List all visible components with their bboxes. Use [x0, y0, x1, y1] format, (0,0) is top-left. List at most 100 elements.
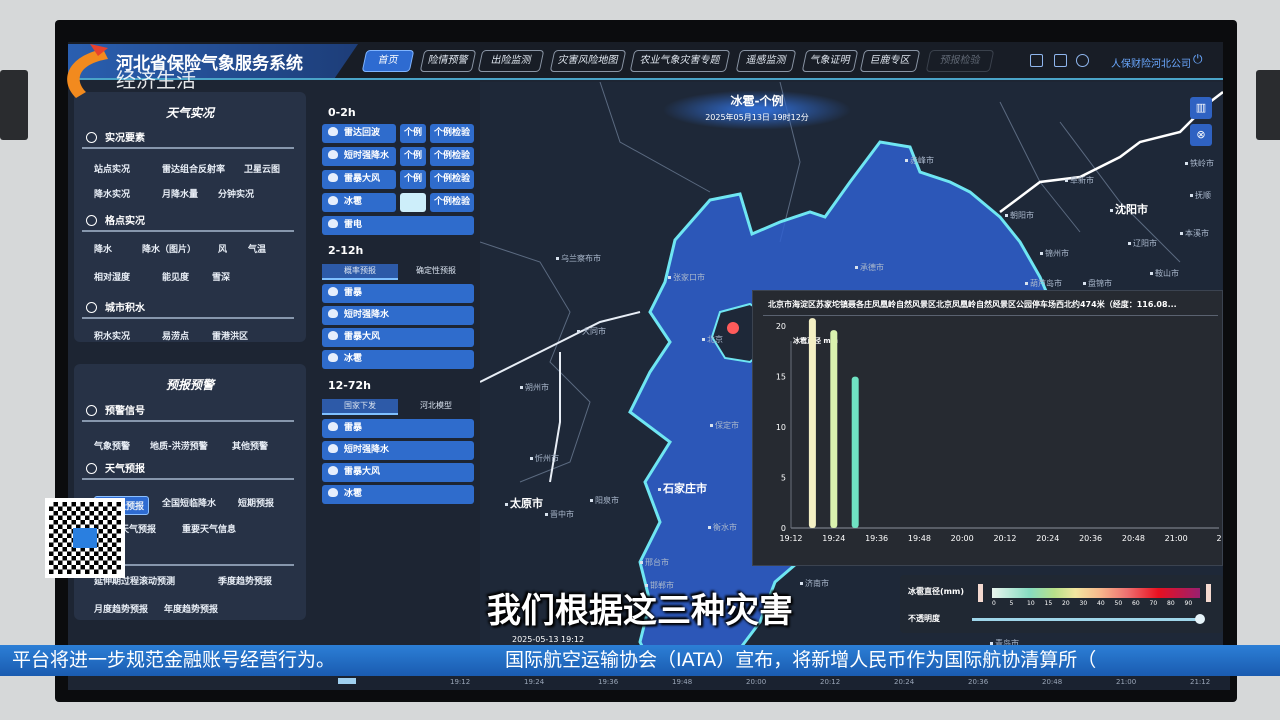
case-button[interactable]: 个例	[400, 193, 426, 212]
opacity-slider[interactable]	[972, 618, 1200, 621]
opacity-slider-handle[interactable]	[1195, 614, 1205, 624]
hazard-button[interactable]: 冰雹	[322, 485, 474, 504]
section-divider	[82, 317, 294, 319]
tab-g1-0[interactable]: 概率预报	[322, 264, 398, 280]
hazard-button[interactable]: 短时强降水	[322, 441, 474, 460]
menu-item[interactable]: 降水	[94, 245, 113, 255]
nav-tab-7[interactable]: 巨鹿专区	[859, 50, 921, 72]
map-reset-icon[interactable]: ⊗	[1190, 124, 1212, 146]
menu-item[interactable]: 地质-洪涝预警	[150, 442, 208, 452]
menu-item[interactable]: 延伸期过程滚动预测	[94, 577, 176, 587]
menu-item[interactable]: 年度趋势预报	[164, 605, 219, 615]
menu-item[interactable]: 降水实况	[94, 190, 131, 200]
hazard-label: 雷暴大风	[344, 174, 381, 184]
section-icon	[86, 405, 97, 416]
case-verify-button[interactable]: 个例检验	[430, 193, 474, 212]
report-icon[interactable]	[1030, 54, 1043, 67]
hazard-button[interactable]: 雷暴	[322, 284, 474, 303]
map-layers-icon[interactable]: ▥	[1190, 97, 1212, 119]
hazard-icon	[328, 466, 338, 475]
case-verify-button[interactable]: 个例检验	[430, 147, 474, 166]
user-name[interactable]: 人保财险河北公司	[1111, 59, 1191, 70]
tab-g2-1[interactable]: 河北模型	[420, 401, 452, 410]
tab-g2-0[interactable]: 国家下发	[322, 399, 398, 415]
hazard-button[interactable]: 雷暴大风	[322, 170, 396, 189]
city-label: 沈阳市	[1110, 201, 1148, 217]
menu-item[interactable]: 全国短临降水	[162, 499, 217, 509]
hazard-button[interactable]: 冰雹	[322, 350, 474, 369]
legend-handle-right[interactable]	[1206, 584, 1211, 602]
menu-item[interactable]: 季度趋势预报	[218, 577, 273, 587]
legend-tick: 40	[1097, 600, 1105, 607]
menu-item[interactable]: 气温	[248, 245, 267, 255]
hazard-button[interactable]: 冰雹	[322, 193, 396, 212]
city-label: 抚顺	[1190, 190, 1211, 201]
hazard-icon	[328, 219, 338, 228]
nav-tab-1[interactable]: 险情预警	[419, 50, 477, 72]
menu-item[interactable]: 能见度	[162, 273, 190, 283]
menu-item[interactable]: 站点实况	[94, 165, 131, 175]
timeline-bar[interactable]: 19:12 19:24 19:36 19:48 20:00 20:12 20:24 20:36…	[300, 676, 1230, 690]
y-tick-label: 15	[776, 373, 786, 382]
city-label: 阜新市	[1065, 175, 1094, 186]
hazard-label: 雷暴大风	[344, 467, 381, 477]
section-title: 城市积水	[105, 303, 145, 314]
menu-item[interactable]: 易涝点	[162, 332, 190, 342]
gear-icon[interactable]	[1076, 54, 1089, 67]
menu-item[interactable]: 月降水量	[162, 190, 199, 200]
x-tick-label: 20:48	[1122, 534, 1145, 543]
data-icon[interactable]	[1054, 54, 1067, 67]
menu-item[interactable]: 月度趋势预报	[94, 605, 149, 615]
hazard-button[interactable]: 雷暴大风	[322, 328, 474, 347]
hazard-button[interactable]: 短时强降水	[322, 306, 474, 325]
nav-tab-8[interactable]: 预报检验	[925, 50, 995, 72]
menu-item[interactable]: 卫星云图	[244, 165, 281, 175]
menu-item[interactable]: 雷达组合反射率	[162, 165, 226, 175]
group-g1-label: 2-12h	[328, 244, 364, 257]
hazard-label: 短时强降水	[344, 445, 390, 455]
nav-tab-6[interactable]: 气象证明	[801, 50, 859, 72]
hazard-button[interactable]: 雷电	[322, 216, 474, 235]
city-label: 邯郸市	[645, 580, 674, 591]
menu-item[interactable]: 相对湿度	[94, 273, 131, 283]
menu-item[interactable]: 风	[218, 245, 228, 255]
case-verify-button[interactable]: 个例检验	[430, 170, 474, 189]
hazard-button[interactable]: 雷达回波	[322, 124, 396, 143]
menu-item[interactable]: 雷港洪区	[212, 332, 249, 342]
nav-tab-0[interactable]: 首页	[361, 50, 415, 72]
nav-tab-2[interactable]: 出险监测	[477, 50, 545, 72]
tab-g1-1[interactable]: 确定性预报	[416, 266, 456, 275]
menu-item[interactable]: 雪深	[212, 273, 231, 283]
map[interactable]: 乌兰察布市 张家口市 大同市 朔州市 忻州市 太原市 晋中市 阳泉市 石家庄市 保定市 衡水市 邢台市…	[480, 82, 1223, 690]
legend-tick: 5	[1009, 600, 1014, 607]
menu-item[interactable]: 重要天气信息	[182, 525, 237, 535]
menu-item[interactable]: 分钟实况	[218, 190, 255, 200]
hazard-button[interactable]: 短时强降水	[322, 147, 396, 166]
menu-item[interactable]: 气象预警	[94, 442, 131, 452]
case-button[interactable]: 个例	[400, 147, 426, 166]
menu-item[interactable]: 其他预警	[232, 442, 269, 452]
nav-tab-4[interactable]: 农业气象灾害专题	[629, 50, 731, 72]
menu-item[interactable]: 短期预报	[238, 499, 275, 509]
menu-item[interactable]: 积水实况	[94, 332, 131, 342]
hazard-button[interactable]: 雷暴	[322, 419, 474, 438]
timeline-play-control[interactable]	[338, 678, 356, 684]
timeline-tick: 20:36	[968, 678, 989, 686]
header: 河北省保险气象服务系统 人保财险河北公司 ⏻ 首页 险情预警 出险监测 灾害风险地图农…	[68, 42, 1223, 80]
hazard-button[interactable]: 雷暴大风	[322, 463, 474, 482]
case-button[interactable]: 个例	[400, 124, 426, 143]
menu-item[interactable]: 降水（图片）	[142, 245, 197, 255]
power-icon[interactable]: ⏻	[1193, 52, 1203, 66]
nav-tab-3[interactable]: 灾害风险地图	[549, 50, 627, 72]
city-label: 朝阳市	[1005, 210, 1034, 221]
menu-item[interactable]: 天气预报	[120, 525, 157, 535]
city-label: 太原市	[505, 495, 543, 511]
x-tick-label: 19:36	[865, 534, 888, 543]
hail-location-marker[interactable]	[727, 322, 739, 334]
legend-handle-left[interactable]	[978, 584, 983, 602]
nav-tab-5[interactable]: 遥感监测	[735, 50, 797, 72]
city-label: 朔州市	[520, 382, 549, 393]
case-button[interactable]: 个例	[400, 170, 426, 189]
case-verify-button[interactable]: 个例检验	[430, 124, 474, 143]
city-label: 青岛市	[990, 638, 1019, 649]
